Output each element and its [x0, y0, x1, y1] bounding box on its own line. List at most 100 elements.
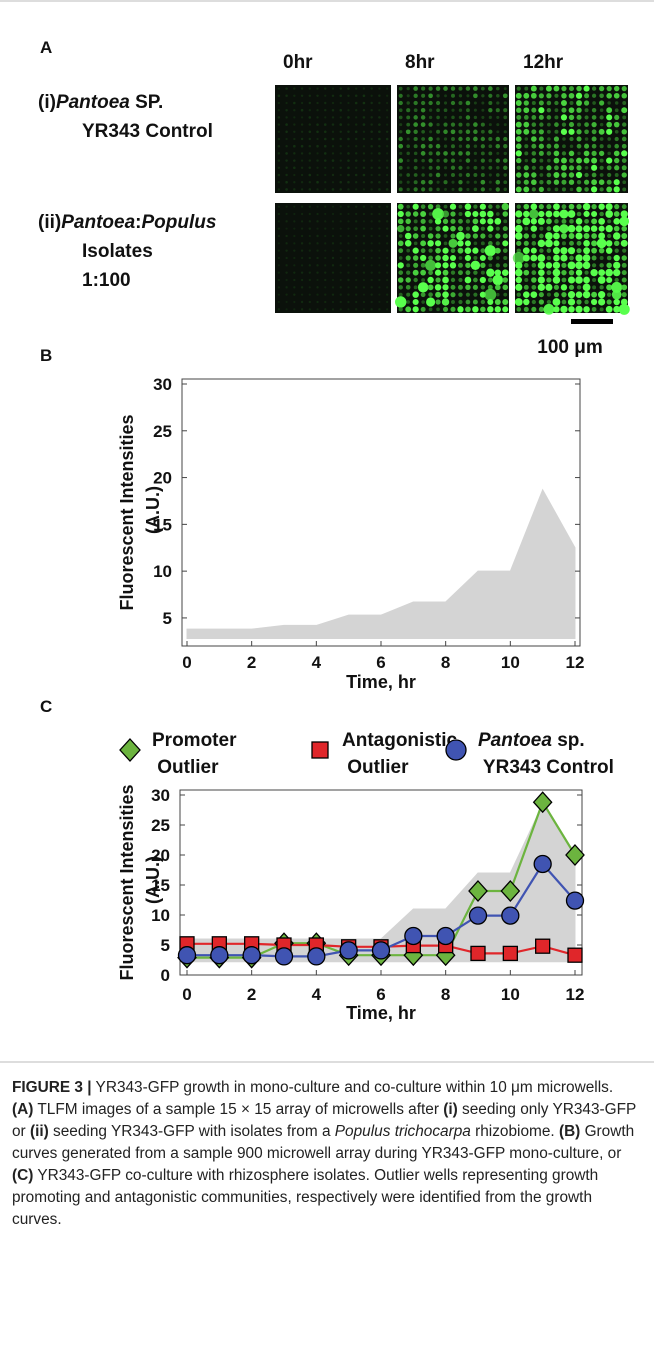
- microwell: [285, 271, 288, 274]
- microwell: [480, 151, 485, 156]
- microwell: [481, 115, 485, 119]
- microwell: [473, 187, 478, 192]
- microwell: [316, 293, 319, 296]
- microwell: [503, 292, 508, 297]
- microwell: [324, 293, 327, 296]
- microwell: [398, 187, 403, 192]
- microwell: [531, 284, 537, 290]
- microwell: [495, 233, 501, 239]
- microwell: [531, 158, 537, 164]
- microwell: [552, 261, 561, 269]
- microwell: [545, 85, 552, 92]
- microwell: [378, 166, 381, 170]
- microwell: [277, 116, 281, 119]
- microwell: [293, 227, 296, 230]
- microwell: [323, 130, 327, 134]
- microwell: [277, 166, 281, 170]
- microwell: [552, 225, 560, 233]
- microwell: [458, 299, 463, 305]
- microwell: [622, 180, 627, 185]
- microwell: [614, 108, 619, 113]
- microwell: [495, 204, 500, 209]
- microwell: [347, 278, 350, 282]
- microwell: [370, 234, 373, 238]
- microwell: [324, 205, 327, 208]
- legend-marker: [311, 741, 329, 759]
- microwell: [553, 136, 560, 142]
- microwell: [362, 300, 366, 304]
- microwell: [398, 256, 403, 260]
- microwell: [406, 108, 411, 113]
- microwell: [607, 219, 612, 224]
- x-tick-label: 12: [566, 653, 585, 672]
- microwell: [398, 158, 404, 163]
- microwell: [378, 180, 381, 184]
- caption-run: TLFM images of a sample 15 × 15 array of…: [33, 1101, 444, 1118]
- microwell: [480, 306, 486, 313]
- microwell: [515, 261, 523, 269]
- microwell: [436, 187, 440, 192]
- microwell: [355, 308, 358, 311]
- microwell: [538, 150, 544, 156]
- microwell: [436, 108, 440, 113]
- microwell: [308, 87, 311, 90]
- microwell: [451, 108, 455, 112]
- microwell: [277, 137, 281, 141]
- microwell: [308, 278, 311, 282]
- microwell: [539, 122, 544, 127]
- microwell: [398, 93, 403, 98]
- microwell: [531, 179, 537, 186]
- microwell: [567, 224, 576, 233]
- microwell: [378, 212, 381, 216]
- microwell: [331, 94, 335, 98]
- microwell: [435, 262, 442, 269]
- microwell: [546, 179, 552, 185]
- microwell: [378, 205, 381, 208]
- microwell: [524, 86, 529, 91]
- microwell: [436, 137, 440, 141]
- microwell: [370, 180, 373, 184]
- microwell: [488, 100, 493, 106]
- microwell: [308, 101, 312, 105]
- microwell: [323, 144, 327, 148]
- microwell: [614, 129, 619, 134]
- microwell: [413, 144, 418, 149]
- microwell: [591, 121, 597, 128]
- row-label-part: Pantoea: [61, 212, 135, 233]
- microwell: [300, 173, 304, 177]
- legend-label: Promoter Outlier: [152, 730, 237, 778]
- microwell: [362, 101, 366, 105]
- microwell: [397, 277, 404, 283]
- microwell: [576, 114, 582, 120]
- microwell: [560, 128, 568, 135]
- microwell: [412, 269, 419, 276]
- microwell: [277, 188, 281, 191]
- y-tick-label: 20: [153, 469, 172, 488]
- microwell: [472, 225, 479, 233]
- column-header: 8hr: [405, 52, 435, 73]
- microwell: [355, 145, 358, 148]
- microwell: [530, 254, 538, 262]
- microwell: [568, 150, 575, 157]
- microwell: [428, 108, 433, 112]
- microwell: [370, 108, 373, 112]
- microwell: [355, 188, 358, 191]
- microwell: [494, 306, 502, 313]
- microwell: [481, 108, 485, 112]
- microwell: [545, 218, 552, 225]
- microwell: [405, 306, 412, 313]
- microwell: [503, 187, 507, 192]
- x-tick-label: 2: [247, 653, 256, 672]
- microwell: [435, 277, 441, 283]
- microwell: [370, 293, 373, 296]
- marker-circle: [501, 906, 520, 925]
- microwell: [293, 300, 296, 304]
- microwell: [538, 143, 544, 149]
- microwell: [591, 255, 597, 261]
- microwell: [552, 298, 561, 306]
- microwell: [621, 225, 628, 232]
- microwell: [450, 233, 456, 239]
- microwell: [606, 165, 612, 171]
- microwell: [613, 92, 620, 99]
- microwell: [606, 292, 612, 297]
